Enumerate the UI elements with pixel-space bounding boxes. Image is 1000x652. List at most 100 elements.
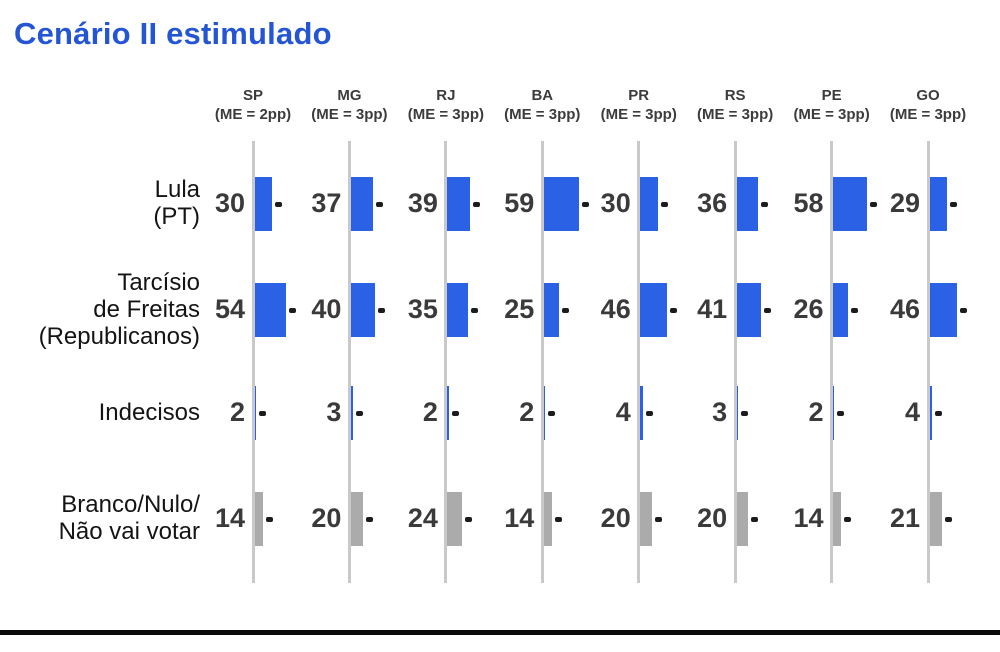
- row-label-line: (PT): [153, 203, 200, 230]
- column-state-label: RS: [724, 87, 746, 104]
- value-label: 41: [697, 294, 728, 324]
- value-label: 14: [214, 503, 245, 533]
- row-label: Indecisos: [99, 399, 200, 426]
- value-label: 21: [889, 503, 920, 533]
- row-label-line: Não vai votar: [58, 518, 200, 545]
- value-tick: [844, 516, 852, 522]
- value-label: 37: [311, 188, 342, 218]
- bar-segment: [929, 283, 957, 337]
- row-label-line: Lula: [154, 176, 200, 203]
- bar-segment: [447, 386, 449, 440]
- row-label-line: de Freitas: [93, 295, 200, 323]
- value-tick: [959, 307, 967, 313]
- value-tick: [851, 307, 859, 313]
- column-state-label: MG: [337, 87, 362, 104]
- value-label: 59: [504, 188, 535, 218]
- bar-segment: [543, 386, 545, 440]
- column-state-label: GO: [916, 87, 940, 104]
- bar-segment: [833, 283, 849, 337]
- bar-segment: [543, 177, 579, 231]
- bar-segment: [447, 492, 462, 546]
- value-label: 30: [600, 188, 631, 218]
- page-title: Cenário II estimulado: [14, 16, 332, 51]
- value-label: 35: [407, 294, 438, 324]
- value-label: 14: [793, 503, 824, 533]
- value-label: 30: [214, 188, 245, 218]
- value-tick: [944, 516, 952, 522]
- value-tick: [581, 201, 589, 207]
- value-label: 24: [407, 503, 438, 533]
- bar-segment: [833, 386, 835, 440]
- bar-segment: [350, 492, 363, 546]
- value-label: 3: [712, 397, 728, 427]
- bar-segment: [543, 283, 559, 337]
- column-header-BA: BA (ME = 3pp): [482, 86, 602, 124]
- value-tick: [645, 410, 653, 416]
- value-label: 46: [889, 294, 920, 324]
- bar-segment: [254, 386, 256, 440]
- bar-segment: [640, 177, 658, 231]
- value-tick: [751, 516, 759, 522]
- value-label: 36: [697, 188, 728, 218]
- value-tick: [275, 201, 283, 207]
- column-header-PR: PR (ME = 3pp): [579, 86, 699, 124]
- value-label: 40: [311, 294, 342, 324]
- column-margin-of-error: (ME = 3pp): [889, 106, 967, 123]
- row-label: Tarcísio de Freitas (Republicanos): [39, 269, 200, 350]
- column-header-PE: PE (ME = 3pp): [772, 86, 892, 124]
- value-tick: [555, 516, 563, 522]
- column-header-MG: MG (ME = 3pp): [289, 86, 409, 124]
- bar-segment: [736, 283, 761, 337]
- value-label: 2: [808, 397, 824, 427]
- value-tick: [471, 307, 478, 313]
- row-label-line: Tarcísio: [117, 268, 200, 296]
- bar-segment: [736, 386, 739, 440]
- value-label: 20: [311, 503, 342, 533]
- bar-segment: [350, 177, 373, 231]
- value-tick: [365, 516, 373, 522]
- bar-segment: [833, 177, 868, 231]
- column-state-label: RJ: [436, 87, 456, 104]
- bar-segment: [640, 386, 643, 440]
- column-axis-line-RS: [733, 141, 737, 583]
- column-margin-of-error: (ME = 3pp): [311, 106, 388, 123]
- bar-segment: [254, 492, 263, 546]
- bar-segment: [447, 283, 468, 337]
- value-label: 26: [793, 294, 824, 324]
- value-tick: [660, 201, 668, 207]
- bottom-divider: [0, 630, 1000, 635]
- bar-segment: [929, 386, 932, 440]
- bar-segment: [254, 177, 273, 231]
- column-state-label: PE: [821, 87, 842, 104]
- value-label: 20: [697, 503, 728, 533]
- value-label: 29: [889, 188, 920, 218]
- value-tick: [949, 201, 957, 207]
- column-margin-of-error: (ME = 3pp): [407, 106, 484, 123]
- bar-segment: [929, 177, 947, 231]
- column-header-RS: RS (ME = 3pp): [675, 86, 795, 124]
- value-tick: [547, 410, 555, 416]
- column-state-label: SP: [242, 87, 263, 104]
- column-header-RJ: RJ (ME = 3pp): [386, 86, 506, 124]
- value-tick: [741, 410, 749, 416]
- value-tick: [870, 201, 878, 207]
- value-tick: [289, 307, 297, 313]
- value-label: 14: [504, 503, 535, 533]
- bar-segment: [640, 283, 668, 337]
- value-label: 3: [326, 397, 342, 427]
- column-header-GO: GO (ME = 3pp): [868, 86, 988, 124]
- value-label: 25: [504, 294, 535, 324]
- column-margin-of-error: (ME = 2pp): [214, 106, 292, 123]
- column-header-SP: SP (ME = 2pp): [193, 86, 313, 124]
- value-tick: [258, 410, 266, 416]
- column-axis-line-RJ: [444, 141, 448, 583]
- value-tick: [375, 201, 383, 207]
- column-state-label: BA: [531, 87, 554, 104]
- value-tick: [837, 410, 845, 416]
- column-axis-line-SP: [251, 141, 255, 583]
- bar-segment: [736, 492, 749, 546]
- column-axis-line-PR: [637, 141, 641, 583]
- bar-segment: [350, 283, 375, 337]
